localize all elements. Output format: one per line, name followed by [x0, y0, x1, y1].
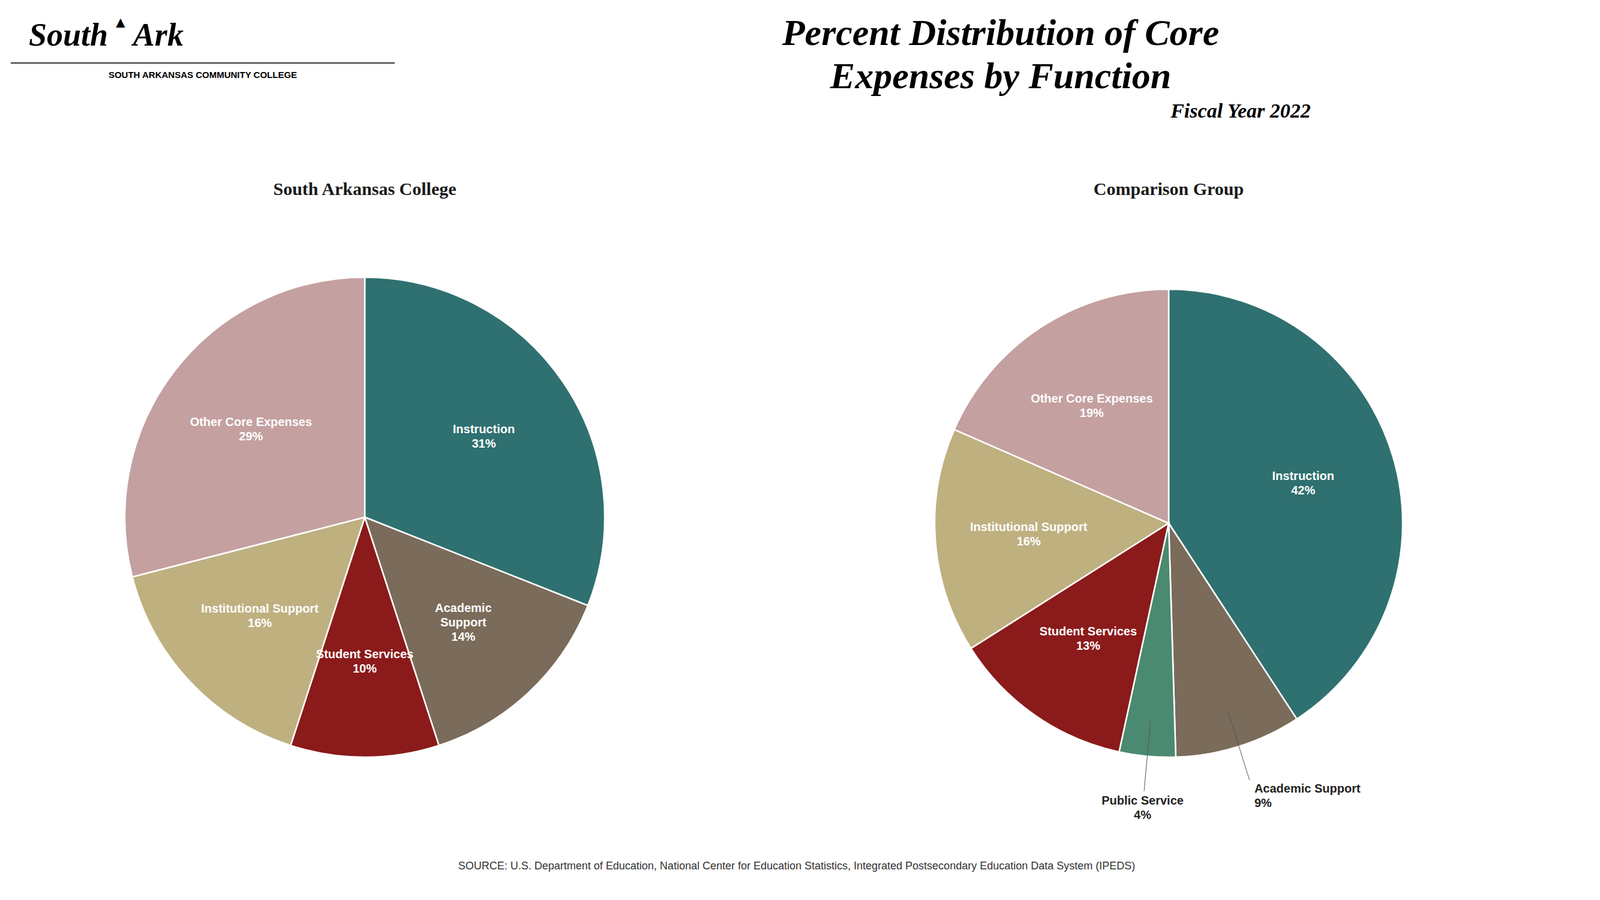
svg-text:Instruction42%: Instruction42%	[1272, 469, 1335, 497]
svg-text:Instruction31%: Instruction31%	[452, 422, 515, 450]
svg-text:Other Core Expenses29%: Other Core Expenses29%	[190, 415, 312, 443]
svg-text:Other Core Expenses19%: Other Core Expenses19%	[1030, 391, 1153, 420]
html-text:Expenses by Function: Expenses by Function	[830, 55, 1172, 96]
svg-text:Academic Support9%: Academic Support9%	[1254, 781, 1361, 810]
svg-text:Student Services10%: Student Services10%	[316, 647, 414, 675]
html-text:South▲Ark: South▲Ark	[28, 13, 184, 53]
svg-text:Public Service4%: Public Service4%	[1101, 793, 1184, 822]
svg-text:AcademicSupport14%: AcademicSupport14%	[434, 601, 492, 644]
svg-text:Student Services13%: Student Services13%	[1039, 624, 1137, 653]
html-text:SOUTH ARKANSAS COMMUNITY COLLE: SOUTH ARKANSAS COMMUNITY COLLEGE	[108, 69, 298, 80]
svg-text:Institutional Support16%: Institutional Support16%	[970, 520, 1088, 548]
html-text:Fiscal Year 2022: Fiscal Year 2022	[1170, 99, 1311, 122]
html-text:Comparison Group: Comparison Group	[1093, 178, 1244, 199]
html-text:South Arkansas College: South Arkansas College	[273, 178, 457, 199]
svg-text:Institutional Support16%: Institutional Support16%	[200, 601, 319, 630]
html-text:Percent Distribution of Core: Percent Distribution of Core	[782, 11, 1220, 53]
html-text:SOURCE: U.S. Department of Edu: SOURCE: U.S. Department of Education, Na…	[458, 859, 1136, 872]
